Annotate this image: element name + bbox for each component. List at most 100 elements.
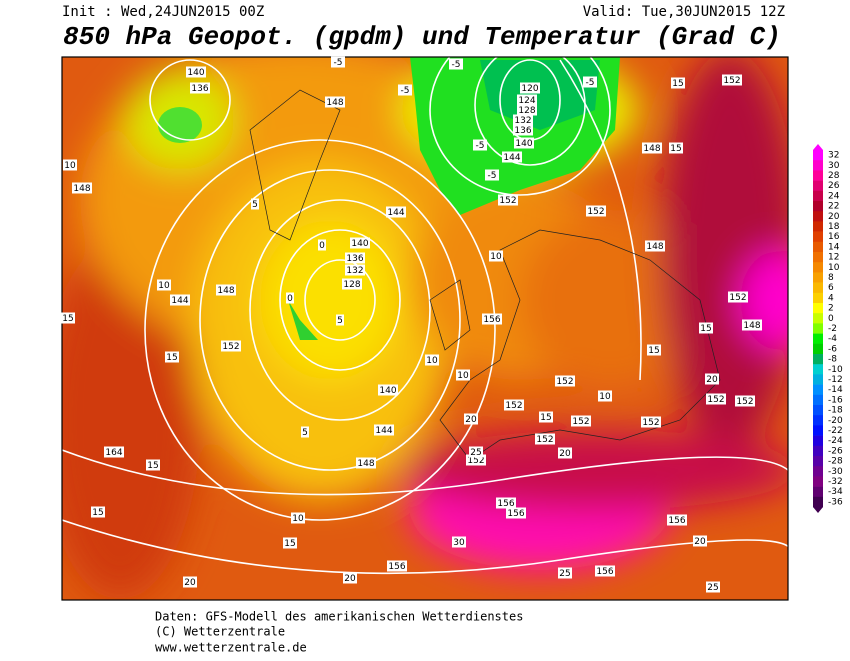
contour-label-box bbox=[706, 393, 726, 405]
contour-label: 152 bbox=[536, 435, 553, 445]
contour-label-box bbox=[146, 459, 160, 471]
scale-label: 22 bbox=[828, 202, 839, 212]
contour-label: 148 bbox=[643, 144, 660, 154]
footer-url: www.wetterzentrale.de bbox=[155, 641, 307, 655]
scale-label: 30 bbox=[828, 161, 840, 171]
contour-label: 15 bbox=[62, 314, 73, 324]
scale-swatch bbox=[813, 272, 823, 283]
scale-label: -2 bbox=[828, 324, 837, 334]
contour-label: 148 bbox=[646, 242, 663, 252]
contour-label-box bbox=[539, 411, 553, 423]
contour-label: 148 bbox=[357, 459, 374, 469]
contour-label-box bbox=[183, 576, 197, 588]
scale-label: -18 bbox=[828, 406, 843, 416]
scale-top-arrow bbox=[813, 144, 823, 150]
scale-label: -26 bbox=[828, 446, 843, 456]
contour-label: 156 bbox=[596, 567, 613, 577]
contour-label-box bbox=[667, 514, 687, 526]
scale-swatch bbox=[813, 496, 823, 508]
scale-label: -14 bbox=[828, 385, 843, 395]
contour-label-box bbox=[331, 56, 345, 68]
contour-label: 136 bbox=[346, 254, 363, 264]
contour-label: -5 bbox=[476, 141, 485, 151]
scale-label: -6 bbox=[828, 344, 837, 354]
scale-swatch bbox=[813, 292, 823, 304]
scale-swatch bbox=[813, 241, 823, 253]
contour-label: 140 bbox=[351, 239, 368, 249]
map-frame bbox=[61, 56, 789, 601]
scale-label: -16 bbox=[828, 395, 843, 405]
contour-label: 10 bbox=[426, 356, 438, 366]
contour-label-box bbox=[598, 390, 612, 402]
contour-label: 20 bbox=[706, 375, 718, 385]
scale-swatch bbox=[813, 160, 823, 171]
contour-label-box bbox=[456, 369, 470, 381]
scale-swatch bbox=[813, 486, 823, 498]
contour-label-box bbox=[535, 433, 555, 445]
contour-label-box bbox=[558, 567, 572, 579]
contour-label: 140 bbox=[379, 386, 396, 396]
scale-label: -8 bbox=[828, 355, 837, 365]
contour-label-box bbox=[301, 426, 309, 438]
contour-label: 10 bbox=[490, 252, 502, 262]
contour-label-box bbox=[104, 446, 124, 458]
contour-label-box bbox=[517, 104, 537, 116]
scale-label: 10 bbox=[828, 263, 840, 273]
contour-label: 0 bbox=[287, 294, 293, 304]
contour-label: 152 bbox=[736, 397, 753, 407]
contour-label: 152 bbox=[642, 418, 659, 428]
contour-label: 15 bbox=[284, 539, 295, 549]
contour-label-box bbox=[513, 114, 533, 126]
scale-swatch bbox=[813, 394, 823, 406]
contour-label-box bbox=[345, 252, 365, 264]
contour-label: -5 bbox=[401, 86, 410, 96]
contour-label: 152 bbox=[707, 395, 724, 405]
contour-label: 132 bbox=[514, 116, 531, 126]
contour-label: 148 bbox=[743, 321, 760, 331]
contour-label-box bbox=[485, 169, 499, 181]
contour-label: 136 bbox=[514, 126, 531, 136]
contour-label: 152 bbox=[587, 207, 604, 217]
scale-swatch bbox=[813, 252, 823, 263]
scale-swatch bbox=[813, 445, 823, 457]
contour-label: 10 bbox=[64, 161, 76, 171]
contour-label-box bbox=[496, 497, 516, 509]
contour-label: 10 bbox=[457, 371, 469, 381]
scale-label: 12 bbox=[828, 253, 839, 263]
contour-label-box bbox=[722, 74, 742, 86]
contour-label: 15 bbox=[648, 346, 659, 356]
contour-label-box bbox=[669, 142, 683, 154]
contour-label: 156 bbox=[497, 499, 514, 509]
contour-label-box bbox=[466, 454, 486, 466]
contour-label: 10 bbox=[158, 281, 170, 291]
scale-swatch bbox=[813, 221, 823, 232]
contour-label-box bbox=[506, 507, 526, 519]
contour-label: 148 bbox=[217, 286, 234, 296]
contour-label: 152 bbox=[572, 417, 589, 427]
contour-label-box bbox=[286, 292, 294, 304]
contour-label-box bbox=[449, 58, 463, 70]
contour-label-box bbox=[336, 314, 344, 326]
contour-label-box bbox=[350, 237, 370, 249]
map-title: 850 hPa Geopot. (gpdm) und Temperatur (G… bbox=[63, 22, 781, 52]
contour-label-box bbox=[671, 77, 685, 89]
contour-label-box bbox=[705, 373, 719, 385]
contour-label-box bbox=[221, 340, 241, 352]
contour-label-box bbox=[170, 294, 190, 306]
scale-label: 8 bbox=[828, 273, 834, 283]
contour-label: 152 bbox=[729, 293, 746, 303]
scale-label: -22 bbox=[828, 426, 843, 436]
contour-label: 152 bbox=[499, 196, 516, 206]
contour-label-box bbox=[647, 344, 661, 356]
contour-label-box bbox=[387, 560, 407, 572]
scale-label: -10 bbox=[828, 365, 843, 375]
contour-label-box bbox=[165, 351, 179, 363]
contour-label-box bbox=[642, 142, 662, 154]
scale-swatch bbox=[813, 150, 823, 161]
contour-label: 20 bbox=[694, 537, 706, 547]
contour-label-box bbox=[251, 198, 259, 210]
scale-label: -12 bbox=[828, 375, 843, 385]
contour-label-box bbox=[742, 319, 762, 331]
contour-label-box bbox=[398, 84, 412, 96]
contour-label-box bbox=[517, 94, 537, 106]
